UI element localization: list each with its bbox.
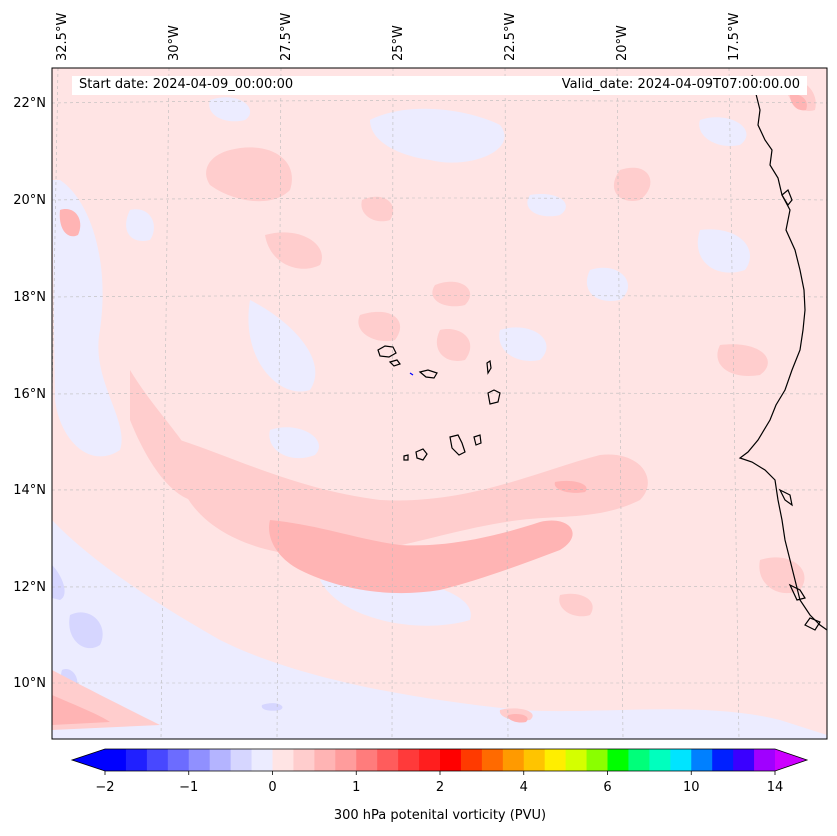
colorbar-segment xyxy=(607,749,630,771)
island-sao-nicolau xyxy=(418,369,438,379)
colorbar-segment xyxy=(105,749,127,771)
lat-label: 14°N xyxy=(13,483,46,498)
colorbar-segment xyxy=(649,749,671,771)
colorbar-label: 300 hPa potenital vorticity (PVU) xyxy=(333,808,547,823)
colorbar-segment xyxy=(209,749,232,771)
colorbar-segment xyxy=(440,749,462,771)
island-santiago xyxy=(449,434,466,456)
lon-label: 27.5°W xyxy=(279,12,294,61)
colorbar-tick-label: 4 xyxy=(519,780,528,795)
colorbar-segment xyxy=(733,749,755,771)
colorbar-segment xyxy=(754,749,776,771)
colorbar-segment xyxy=(419,749,441,771)
colorbar xyxy=(70,748,809,775)
lat-label: 22°N xyxy=(13,96,46,111)
colorbar-segment xyxy=(335,749,357,771)
colorbar-tick-label: 10 xyxy=(682,780,700,795)
colorbar-segment xyxy=(230,749,253,771)
lon-label: 22.5°W xyxy=(503,12,518,61)
colorbar-segments xyxy=(105,749,776,771)
colorbar-segment xyxy=(523,749,546,771)
island-fogo xyxy=(415,448,428,461)
lat-label: 12°N xyxy=(13,580,46,595)
cape-verde-islands xyxy=(377,345,501,461)
colorbar-tick-label: −1 xyxy=(179,780,199,795)
colorbar-tick-label: 2 xyxy=(435,780,445,795)
colorbar-segment xyxy=(586,749,609,771)
colorbar-segment xyxy=(481,749,504,771)
colorbar-segment xyxy=(251,749,274,771)
lon-label: 32.5°W xyxy=(55,12,70,61)
lat-label: 18°N xyxy=(13,290,46,305)
colorbar-segment xyxy=(565,749,588,771)
colorbar-segment xyxy=(670,749,692,771)
colorbar-segment xyxy=(188,749,211,771)
colorbar-tick-label: 1 xyxy=(352,780,361,795)
colorbar-segment xyxy=(146,749,169,771)
coastline xyxy=(738,74,827,631)
island-sao-vicente xyxy=(388,359,401,367)
colorbar-segment xyxy=(293,749,315,771)
colorbar-segment xyxy=(167,749,190,771)
africa-coast xyxy=(738,74,827,631)
lon-label: 20°W xyxy=(615,25,630,61)
colorbar-segment xyxy=(125,749,148,771)
island-santo-antao xyxy=(377,345,397,358)
map-frame xyxy=(51,67,828,740)
moderate-pv-patches xyxy=(52,94,807,725)
colorbar-segment xyxy=(502,749,525,771)
valid-date: Valid_date: 2024-04-09T07:00:00.00 xyxy=(561,77,800,92)
colorbar-segment xyxy=(628,749,650,771)
colorbar-segment xyxy=(272,749,295,771)
island-brava xyxy=(403,454,409,461)
colorbar-segment xyxy=(460,749,483,771)
colorbar-tick-label: −2 xyxy=(95,780,115,795)
lon-label: 17.5°W xyxy=(727,12,742,61)
lat-label: 10°N xyxy=(13,676,46,691)
colorbar-segment xyxy=(314,749,336,771)
colorbar-segment xyxy=(356,749,378,771)
lon-label: 25°W xyxy=(391,25,406,61)
colorbar-ticks xyxy=(104,771,776,775)
start-date: Start date: 2024-04-09_00:00:00 xyxy=(79,77,294,92)
island-small-dot xyxy=(409,372,414,376)
colorbar-segment xyxy=(377,749,399,771)
colorbar-segment xyxy=(544,749,567,771)
island-sal xyxy=(486,359,492,375)
colorbar-tick-label: 14 xyxy=(766,780,784,795)
colorbar-tick-label: 0 xyxy=(268,780,277,795)
lat-label: 20°N xyxy=(13,193,46,208)
negative-pv-patches xyxy=(52,97,827,739)
graticule xyxy=(52,68,827,739)
island-boa-vista xyxy=(487,389,501,405)
colorbar-segment xyxy=(398,749,420,771)
lat-label: 16°N xyxy=(13,387,46,402)
colorbar-under-arrow xyxy=(72,749,105,771)
lon-label: 30°W xyxy=(167,25,182,61)
island-maio xyxy=(473,434,482,446)
date-banner: Start date: 2024-04-09_00:00:00 Valid_da… xyxy=(72,76,807,95)
colorbar-segment xyxy=(691,749,713,771)
colorbar-segment xyxy=(712,749,734,771)
colorbar-tick-label: 6 xyxy=(603,780,612,795)
colorbar-over-arrow xyxy=(775,749,807,771)
